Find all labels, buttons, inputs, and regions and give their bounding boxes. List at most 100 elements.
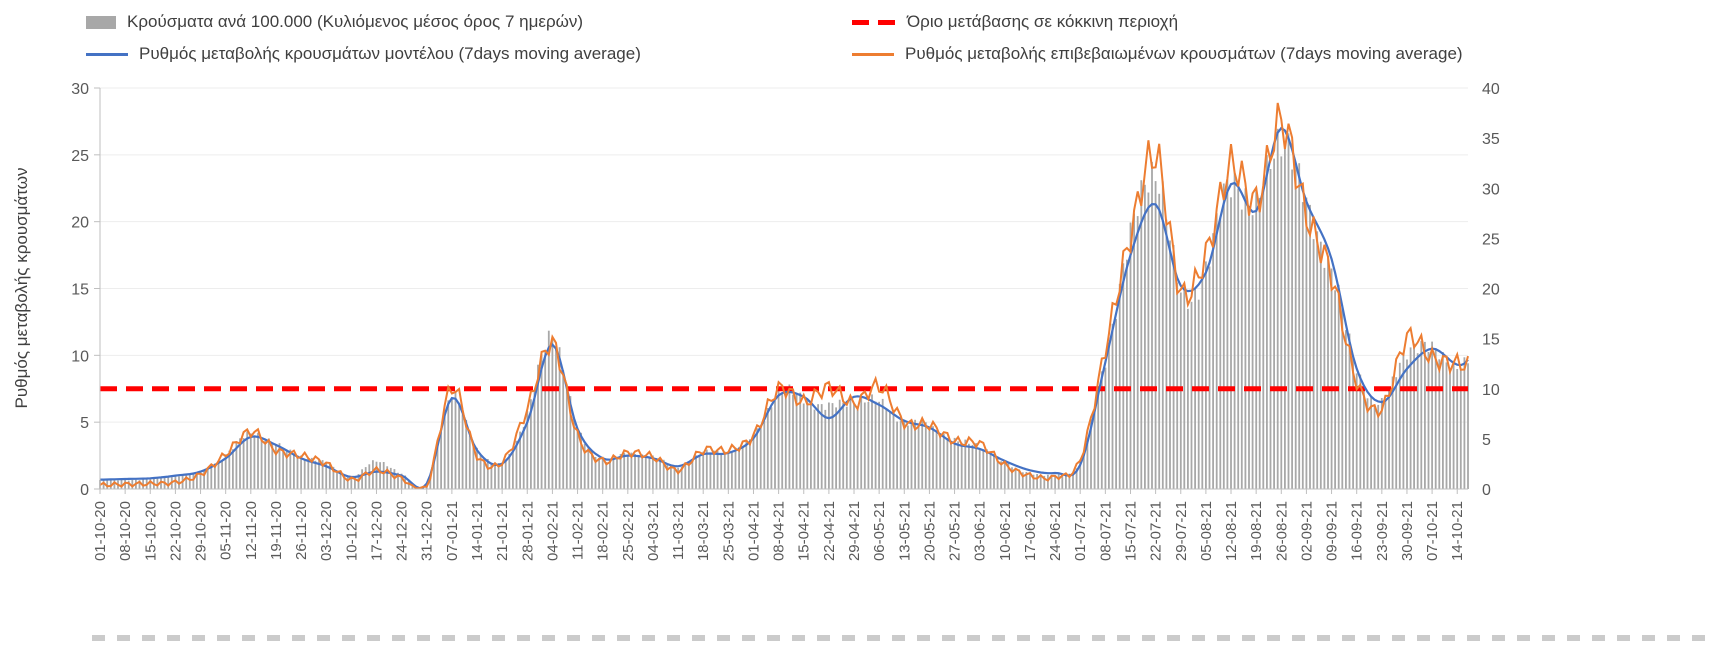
x-axis-tick-label: 24-12-20 [394, 501, 411, 561]
bar [1244, 188, 1247, 490]
bar [1395, 377, 1398, 489]
bar [540, 353, 543, 489]
bar [935, 430, 938, 489]
bar [1463, 357, 1466, 489]
bar [512, 451, 514, 489]
bar [1187, 308, 1189, 489]
bar [1111, 323, 1114, 489]
x-axis-tick-label: 26-08-21 [1273, 501, 1290, 561]
legend-label-cases-bars: Κρούσματα ανά 100.000 (Κυλιόμενος μέσος … [127, 12, 584, 31]
bar [551, 337, 554, 489]
bar [741, 446, 744, 489]
bar [228, 450, 231, 489]
bar [917, 425, 920, 489]
bar [318, 459, 320, 489]
bar [1161, 181, 1164, 490]
bar [899, 420, 902, 489]
bar [332, 466, 335, 489]
x-axis-tick-label: 22-10-20 [167, 501, 184, 561]
bar [382, 462, 385, 489]
bar [1061, 475, 1064, 489]
bar [587, 448, 590, 489]
bar [1233, 173, 1236, 489]
bar [1136, 216, 1139, 489]
bar [479, 455, 482, 489]
bar [458, 402, 460, 489]
bar [1054, 475, 1056, 489]
bar [677, 467, 679, 489]
bar [278, 443, 281, 489]
bar [232, 449, 234, 489]
x-axis-tick-label: 11-03-21 [670, 501, 687, 560]
x-axis-tick-label: 19-08-21 [1248, 501, 1265, 561]
bar [1208, 266, 1211, 489]
bar [1079, 459, 1082, 489]
bar [433, 461, 435, 489]
left-axis-tick-label: 5 [80, 415, 89, 432]
bar [835, 407, 837, 489]
bar [1043, 475, 1046, 489]
x-axis-tick-label: 25-02-21 [620, 501, 637, 561]
bar [368, 464, 371, 489]
x-axis-tick-label: 05-11-20 [218, 501, 235, 560]
bar [784, 389, 787, 489]
bar [106, 480, 109, 489]
bar [379, 462, 381, 489]
x-axis-tick-label: 15-04-21 [796, 501, 813, 561]
bar [842, 402, 845, 489]
bar [860, 397, 863, 489]
bar [573, 417, 575, 489]
bar [1014, 467, 1017, 489]
bar [1258, 197, 1261, 489]
bar [756, 428, 758, 489]
bar [659, 460, 661, 489]
bar [429, 475, 432, 489]
bar [1273, 158, 1275, 489]
bar [1154, 181, 1157, 489]
bar [641, 454, 644, 489]
bar [684, 463, 687, 489]
bar [1348, 333, 1351, 489]
bar [881, 398, 884, 489]
bar [964, 439, 967, 489]
bar [1413, 343, 1415, 489]
bar [1000, 461, 1003, 489]
bar [1093, 410, 1096, 489]
bar [476, 447, 478, 489]
bar [1452, 360, 1455, 489]
bar [400, 473, 403, 489]
bar [845, 406, 848, 489]
x-axis-tick-label: 04-02-21 [544, 501, 561, 561]
bar [691, 459, 694, 489]
bar [253, 436, 256, 489]
bar [203, 470, 205, 489]
bar [1036, 474, 1038, 489]
x-axis-tick-label: 15-10-20 [142, 501, 159, 561]
bar [971, 444, 974, 489]
bar [472, 444, 475, 489]
bar [246, 431, 249, 489]
bar [1212, 233, 1214, 489]
model-line-legend-swatch-icon [86, 52, 128, 56]
bar [1190, 301, 1193, 489]
bar [1359, 374, 1362, 489]
bar [738, 446, 740, 489]
bar [127, 480, 130, 489]
right-axis-tick-label: 5 [1482, 432, 1491, 449]
bar [1402, 352, 1405, 489]
bar [1255, 187, 1258, 489]
confirmed-line-legend-swatch-icon [852, 52, 894, 56]
x-axis-tick-label: 08-04-21 [771, 501, 788, 561]
bar [1240, 209, 1243, 489]
bar [1345, 330, 1347, 489]
right-axis-tick-label: 20 [1482, 282, 1500, 299]
bar [820, 404, 823, 489]
bar [1230, 197, 1232, 490]
bar [544, 350, 547, 489]
bar [1251, 215, 1254, 489]
bar [831, 403, 834, 489]
bar [1169, 240, 1171, 489]
legend-item-confirmed-line: Ρυθμός μεταβολής επιβεβαιωμένων κρουσμάτ… [852, 44, 1463, 64]
bar [907, 425, 909, 489]
bar [1424, 341, 1426, 489]
